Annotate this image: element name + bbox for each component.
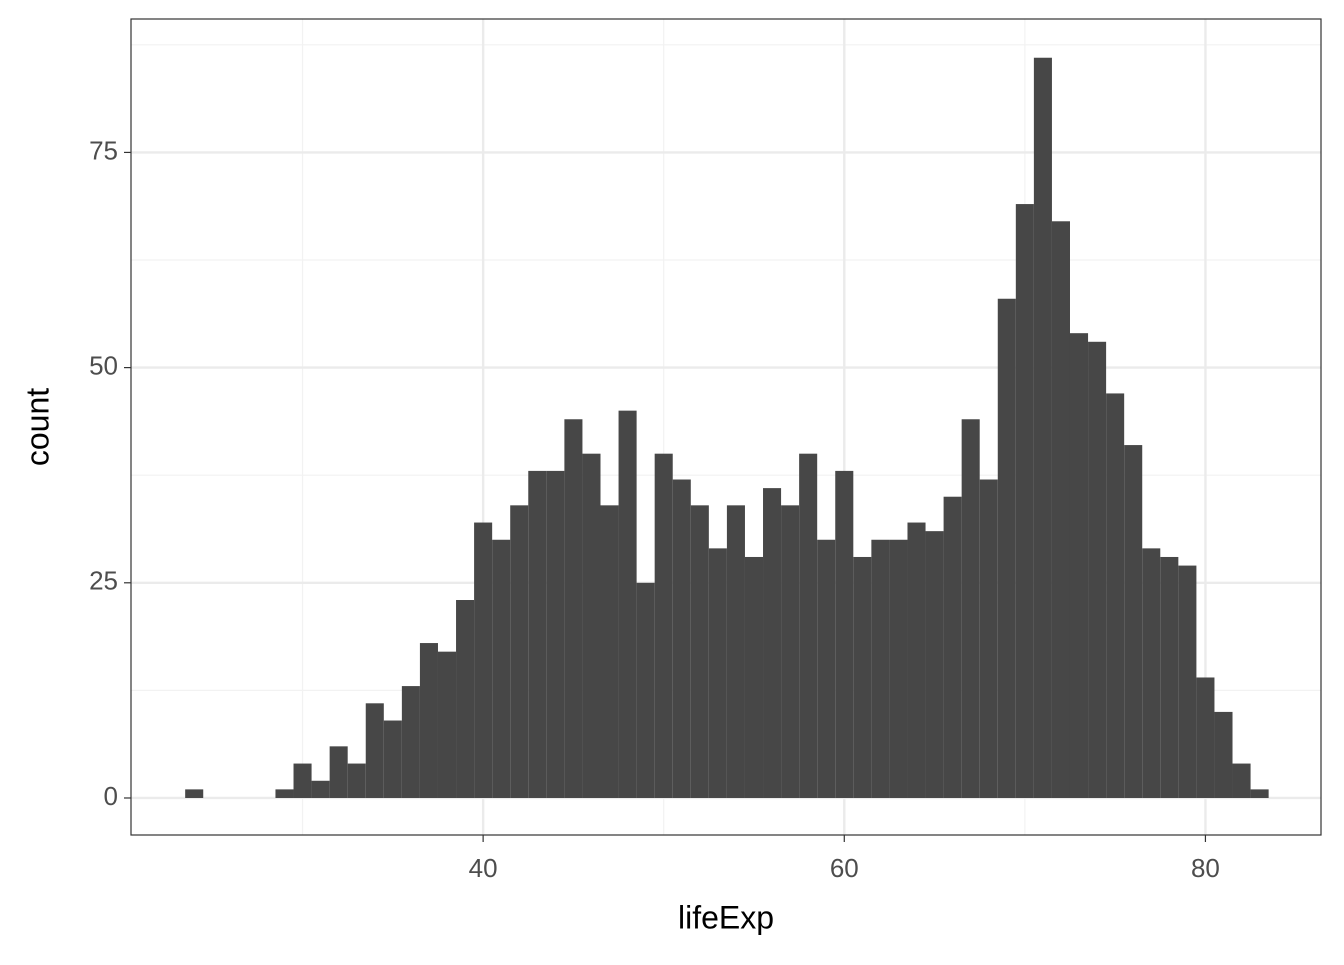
- bar: [185, 789, 204, 798]
- bar: [672, 479, 691, 798]
- bar: [1124, 445, 1143, 798]
- bar: [1069, 333, 1089, 798]
- y-tick-label: 0: [104, 781, 118, 811]
- bar: [528, 470, 547, 798]
- bar: [1033, 57, 1052, 798]
- bar: [925, 531, 944, 798]
- bar: [456, 600, 475, 798]
- bar: [419, 643, 438, 798]
- bar: [853, 556, 872, 798]
- x-tick-label: 60: [830, 853, 859, 883]
- bar: [744, 556, 764, 798]
- y-tick-label: 25: [89, 566, 118, 596]
- x-tick-label: 40: [469, 853, 498, 883]
- bar: [907, 522, 926, 798]
- bar: [383, 720, 402, 798]
- bar: [618, 410, 637, 798]
- bar: [311, 780, 330, 798]
- bar: [1250, 789, 1269, 798]
- bar: [799, 453, 818, 798]
- bar: [708, 548, 727, 798]
- bar: [835, 470, 854, 798]
- bar: [365, 703, 384, 798]
- bar: [546, 470, 565, 798]
- x-tick-label: 80: [1191, 853, 1220, 883]
- y-tick-label: 75: [89, 135, 118, 165]
- bar: [871, 539, 890, 798]
- bar: [1106, 393, 1125, 798]
- bar: [293, 763, 312, 798]
- bar: [997, 298, 1016, 798]
- bar: [1015, 204, 1034, 798]
- bar: [943, 496, 962, 798]
- bar: [275, 789, 294, 798]
- bar: [1178, 565, 1197, 798]
- bar: [1088, 341, 1107, 798]
- bar: [1196, 677, 1215, 798]
- bar: [1051, 221, 1070, 798]
- x-axis-title: lifeExp: [678, 899, 774, 935]
- bar: [889, 539, 908, 798]
- bar: [961, 419, 980, 798]
- plot-layer: [131, 19, 1321, 835]
- bar: [437, 651, 457, 798]
- y-axis-title: count: [19, 388, 55, 466]
- bar: [1214, 711, 1233, 798]
- bar: [600, 505, 619, 798]
- bar: [347, 763, 366, 798]
- bar: [492, 539, 511, 798]
- bar: [654, 453, 673, 798]
- bar: [781, 505, 800, 798]
- bar: [401, 686, 420, 798]
- bar: [582, 453, 601, 798]
- bar: [726, 505, 745, 798]
- bar: [510, 505, 529, 798]
- bar: [329, 746, 348, 798]
- bar: [763, 488, 782, 798]
- y-tick-label: 50: [89, 350, 118, 380]
- panel-border: [130, 18, 1322, 836]
- bar: [636, 582, 655, 798]
- bar: [817, 539, 836, 798]
- bar: [474, 522, 493, 798]
- bar: [1232, 763, 1251, 798]
- bar: [690, 505, 709, 798]
- bar: [564, 419, 583, 798]
- bar: [1160, 556, 1179, 798]
- bar: [1142, 548, 1161, 798]
- bar: [979, 479, 998, 798]
